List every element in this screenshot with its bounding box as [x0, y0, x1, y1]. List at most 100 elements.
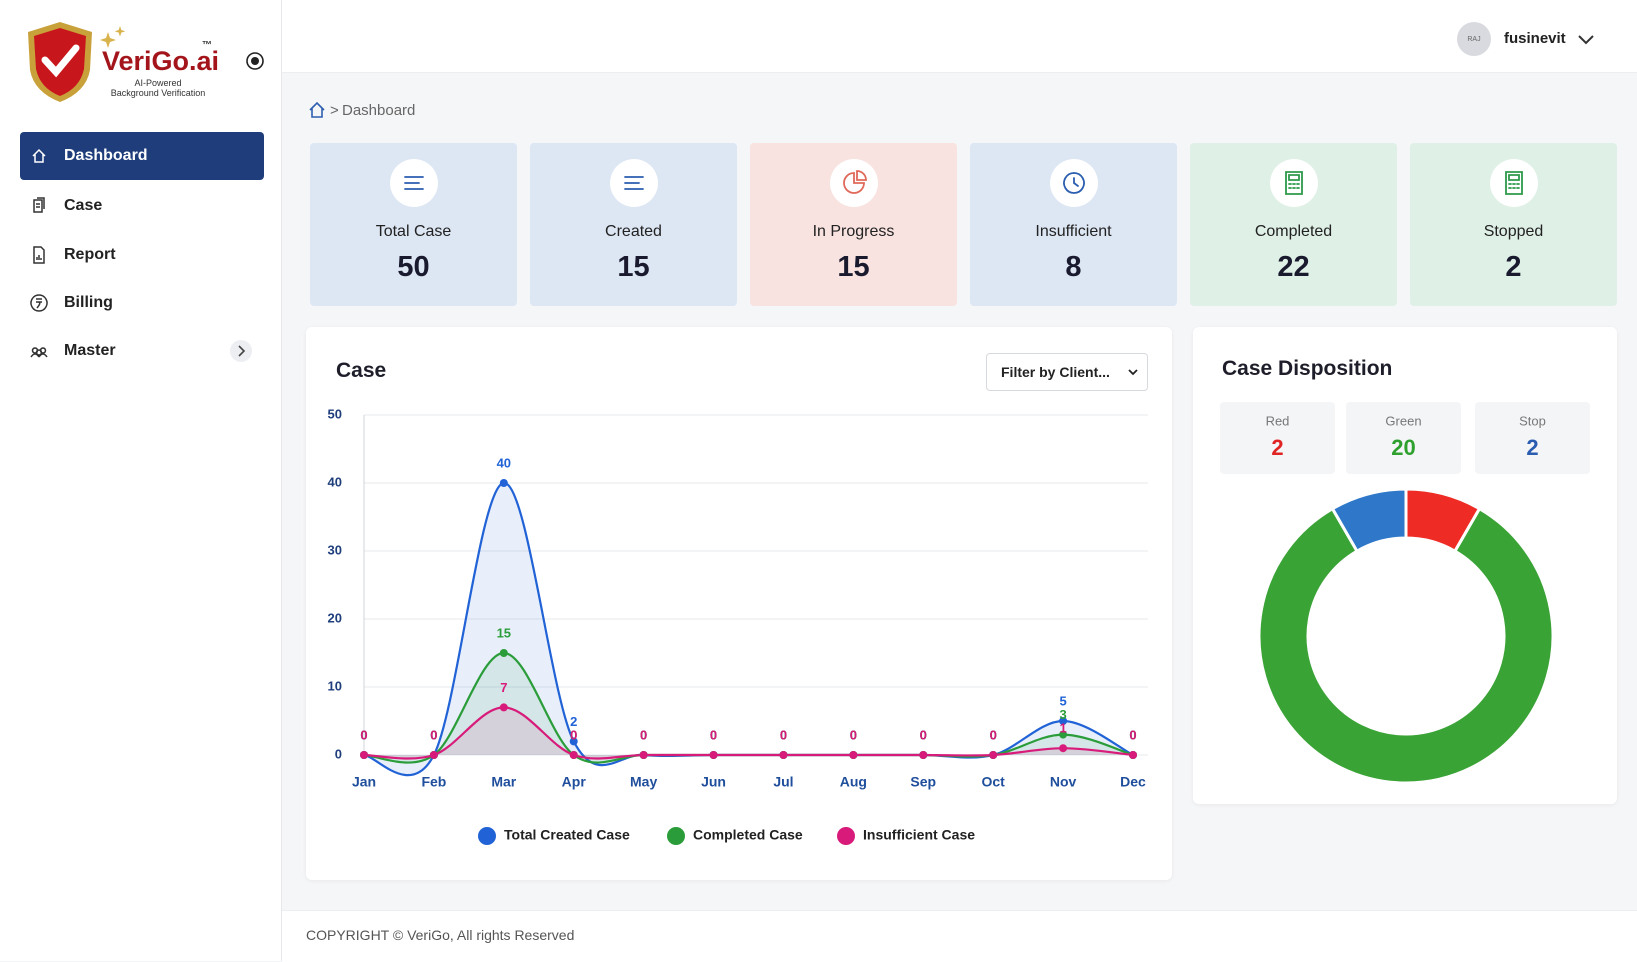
stat-card[interactable]: Total Case 50 [310, 143, 517, 306]
data-label: 0 [780, 727, 787, 742]
donut-slice [1257, 506, 1555, 785]
stat-card[interactable]: Insufficient 8 [970, 143, 1177, 306]
expand-chevron[interactable] [230, 340, 252, 362]
stat-value: 2 [1505, 251, 1522, 283]
stat-card[interactable]: Created 15 [530, 143, 737, 306]
data-point [499, 703, 508, 712]
avatar-circle [1457, 22, 1491, 56]
data-label: 0 [920, 727, 927, 742]
disposition-value: 2 [1526, 435, 1538, 460]
x-tick-label: Oct [982, 774, 1006, 790]
x-tick-label: Jun [701, 774, 726, 790]
data-label: 0 [1129, 727, 1136, 742]
legend-label: Completed Case [693, 827, 803, 843]
stat-label: Created [605, 223, 662, 240]
nav-item[interactable]: Report [20, 231, 264, 279]
stat-label: Total Case [375, 223, 452, 240]
filter-caret [1128, 369, 1138, 376]
nav-item[interactable]: Case [20, 182, 264, 230]
x-tick-label: Jan [352, 774, 376, 790]
data-point [1129, 751, 1137, 759]
nav-item[interactable]: Billing [20, 279, 264, 327]
x-tick-label: Feb [421, 774, 446, 790]
stat-icon [829, 159, 878, 207]
top-bar [282, 0, 1637, 73]
y-tick-label: 20 [328, 610, 342, 625]
icon-glyph [403, 176, 424, 190]
x-tick-label: Aug [840, 774, 867, 790]
avatar[interactable]: RAJ [1456, 21, 1492, 57]
nav-glyph [30, 347, 48, 358]
data-point [849, 751, 858, 759]
client-filter[interactable]: Filter by Client... [986, 353, 1148, 391]
nav-item[interactable]: Master [20, 327, 264, 375]
icon-glyph [1504, 171, 1523, 195]
data-label: 1 [1059, 721, 1066, 736]
stat-card[interactable]: Completed 22 [1190, 143, 1397, 306]
disposition-label: Green [1385, 413, 1421, 428]
data-label: 0 [850, 727, 857, 742]
sidebar-toggle[interactable] [245, 51, 265, 71]
nav-label: Master [64, 342, 116, 359]
x-tick-label: Nov [1050, 774, 1077, 790]
y-tick-label: 50 [328, 406, 342, 421]
data-point [360, 751, 368, 759]
stat-value: 8 [1065, 251, 1082, 283]
chevron [238, 345, 246, 357]
data-label: 0 [780, 727, 787, 742]
brand: VeriGo.ai [102, 46, 220, 76]
series-area [364, 707, 1133, 759]
data-point [919, 751, 928, 759]
user-menu-caret[interactable] [1576, 32, 1596, 46]
nav-icon [30, 294, 48, 312]
x-tick-label: Sep [910, 774, 936, 790]
series-area [364, 653, 1133, 763]
breadcrumb-current: Dashboard [342, 102, 416, 119]
trademark: ™ [202, 40, 212, 51]
data-label: 2 [570, 714, 577, 729]
data-label: 0 [710, 727, 717, 742]
data-label: 0 [570, 727, 577, 742]
data-label: 0 [570, 727, 577, 742]
tagline: Background Verification [110, 88, 206, 98]
nav-glyph [30, 294, 48, 312]
avatar-initials: RAJ [1467, 36, 1480, 43]
caret [1128, 369, 1138, 376]
home-glyph [309, 101, 325, 118]
nav-icon [32, 148, 46, 163]
stat-value: 15 [617, 251, 650, 283]
stat-value: 15 [837, 251, 870, 283]
home-icon[interactable] [308, 101, 326, 119]
data-point [499, 479, 508, 487]
data-label: 7 [500, 680, 507, 695]
data-point [1059, 717, 1068, 725]
caret [1578, 35, 1594, 45]
nav-glyph [33, 197, 45, 213]
data-label: 0 [990, 727, 997, 742]
stat-label: In Progress [812, 223, 895, 240]
x-tick-label: Apr [562, 774, 587, 790]
check [41, 44, 80, 78]
data-point [499, 649, 508, 657]
nav-icon [33, 246, 45, 264]
nav-glyph [33, 246, 45, 264]
disposition-value: 2 [1271, 435, 1283, 460]
nav-item[interactable]: Dashboard [20, 132, 264, 180]
data-label: 0 [710, 727, 717, 742]
case-chart-title: Case [336, 359, 387, 382]
stat-card[interactable]: Stopped 2 [1410, 143, 1617, 306]
data-point [429, 751, 438, 759]
toggle-ring [246, 52, 264, 70]
username[interactable]: fusinevit [1504, 30, 1566, 47]
icon-glyph [1284, 171, 1303, 195]
sparkle [114, 26, 126, 37]
stat-card[interactable]: In Progress 15 [750, 143, 957, 306]
breadcrumb-separator: > [330, 102, 339, 119]
data-label: 0 [920, 727, 927, 742]
legend-swatch [478, 827, 496, 845]
stat-label: Insufficient [1035, 223, 1112, 240]
sparkle [100, 32, 116, 48]
x-tick-label: Dec [1120, 774, 1146, 790]
